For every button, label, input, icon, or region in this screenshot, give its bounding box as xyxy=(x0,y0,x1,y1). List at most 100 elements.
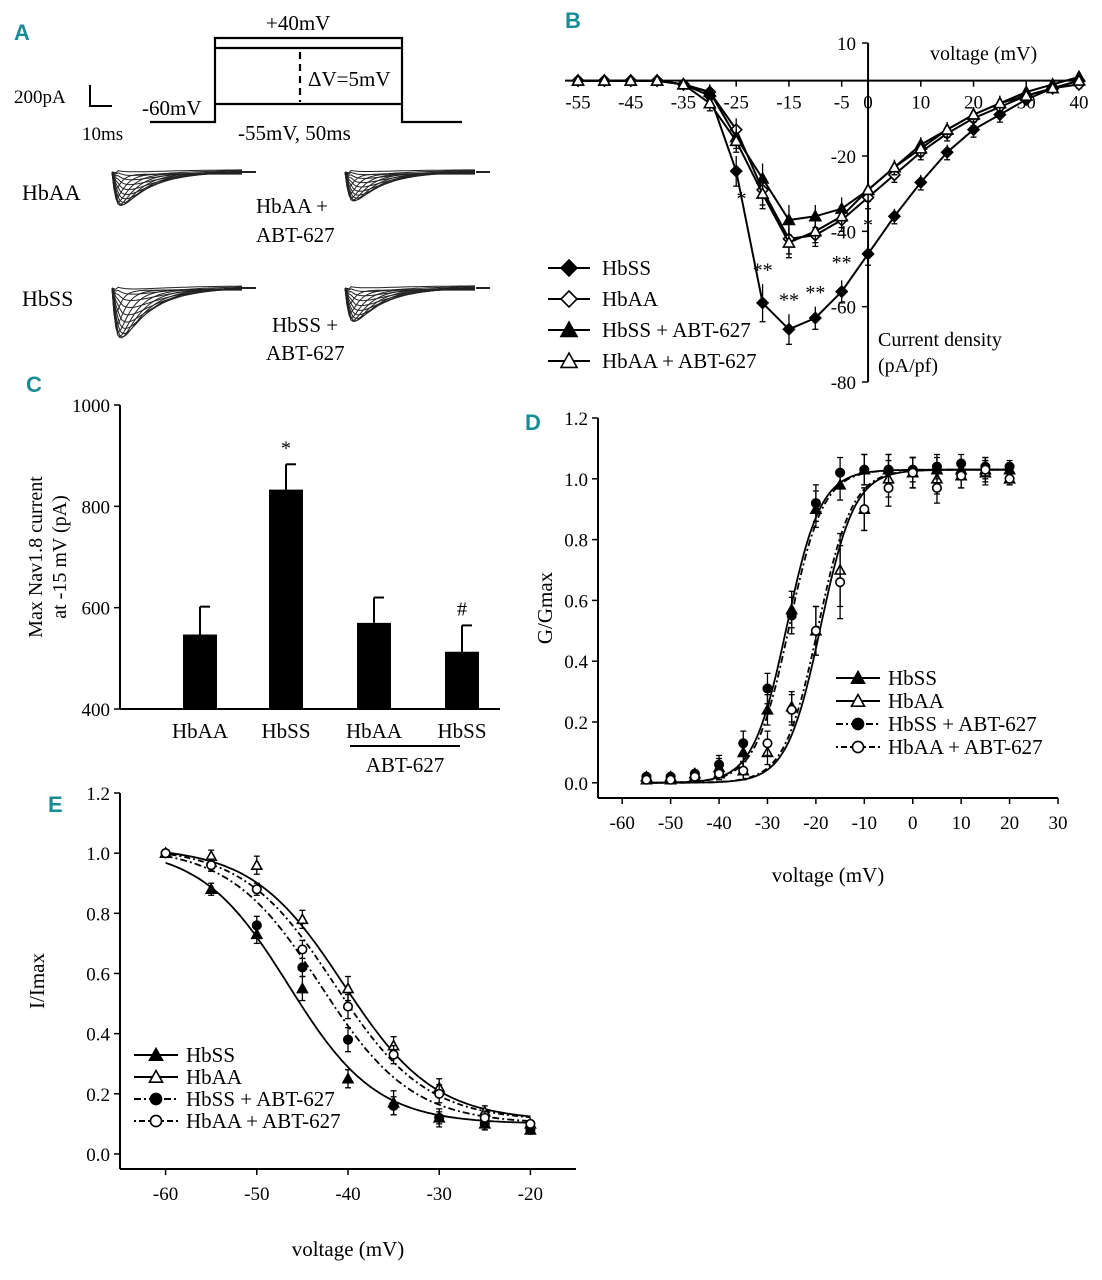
data-point xyxy=(341,1072,355,1084)
x-tick-label: -50 xyxy=(658,813,683,834)
data-point xyxy=(762,738,773,749)
y-tick-label: 800 xyxy=(82,497,111,518)
y-tick-label: 600 xyxy=(82,599,111,620)
data-point xyxy=(931,482,942,493)
legend-marker xyxy=(559,258,579,278)
x-tick-label: 20 xyxy=(964,93,983,114)
scale-time-label: 10ms xyxy=(82,124,123,145)
y-axis-label-line1: Max Nav1.8 current xyxy=(25,476,47,638)
x-tick-label: -20 xyxy=(518,1184,543,1205)
data-point xyxy=(861,182,875,196)
trace-hbaa-abt xyxy=(344,169,490,202)
data-point xyxy=(859,464,870,475)
y-tick-label: -60 xyxy=(831,298,856,319)
data-point xyxy=(297,944,308,955)
data-point xyxy=(782,235,796,248)
legend-marker xyxy=(148,1046,164,1061)
y-tick-label: 0.4 xyxy=(564,652,588,673)
data-point xyxy=(665,774,676,785)
x-tick-label: 40 xyxy=(1070,93,1089,114)
x-tick-label: -60 xyxy=(610,813,635,834)
bar xyxy=(183,634,217,709)
panel-label-d: D xyxy=(525,410,541,435)
trace-line xyxy=(344,169,475,174)
data-point xyxy=(729,133,744,147)
significance-label: # xyxy=(457,598,467,620)
trace-line xyxy=(111,287,242,314)
legend-marker xyxy=(850,669,866,685)
data-point xyxy=(1045,81,1060,94)
significance-label: * xyxy=(281,437,291,459)
y-tick-label: 1.2 xyxy=(564,409,588,430)
significance-label: * xyxy=(863,214,873,236)
x-tick-label: 0 xyxy=(863,93,873,114)
legend-marker xyxy=(559,289,579,309)
data-point xyxy=(914,175,928,189)
trace-label-hbaa-abt-line2: ABT-627 xyxy=(256,223,335,247)
trace-hbaa xyxy=(111,169,256,206)
x-tick-label: -50 xyxy=(244,1184,269,1205)
legend-marker xyxy=(851,740,865,754)
data-point xyxy=(907,467,918,478)
data-point xyxy=(835,284,849,299)
data-point xyxy=(623,73,638,86)
data-point xyxy=(251,920,262,931)
x-tick-label: HbAA xyxy=(346,719,403,743)
data-point xyxy=(883,482,894,493)
scale-bar xyxy=(89,85,112,107)
x-tick-label: -35 xyxy=(671,93,696,114)
x-tick-label: -10 xyxy=(852,813,877,834)
trace-label-hbaa: HbAA xyxy=(22,180,81,205)
data-point xyxy=(966,107,981,120)
data-point xyxy=(388,1100,399,1111)
legend-marker xyxy=(148,1068,164,1083)
data-point xyxy=(597,73,612,86)
panel-label-e: E xyxy=(48,792,63,817)
trace-line xyxy=(344,171,475,201)
trace-line xyxy=(344,287,475,322)
legend-label: HbAA xyxy=(186,1065,243,1089)
legend-label: HbAA + ABT-627 xyxy=(602,349,757,373)
data-point xyxy=(729,164,743,178)
y-tick-label: 0.4 xyxy=(86,1025,110,1046)
data-point xyxy=(250,858,264,870)
legend-label: HbSS xyxy=(602,256,651,280)
legend-label: HbSS xyxy=(888,666,937,690)
data-point xyxy=(388,1049,399,1060)
significance-label: ** xyxy=(779,290,799,312)
data-point xyxy=(966,123,981,137)
x-tick-label: -55 xyxy=(565,93,590,114)
legend-marker xyxy=(850,692,866,708)
bar xyxy=(357,622,391,709)
x-tick-label: -25 xyxy=(724,93,749,114)
data-point xyxy=(980,464,991,475)
data-point xyxy=(782,212,796,226)
panel-e: E 0.0 0.2 0.4 0.6 0.8 1.0 1.2 -60 -50 -40 -30 -20 vo… xyxy=(25,784,576,1261)
legend-marker xyxy=(851,717,865,731)
chart-e: 0.0 0.2 0.4 0.6 0.8 1.0 1.2 -60 -50 -40 -30 -20 volt… xyxy=(25,784,576,1261)
y-tick-label: 0.8 xyxy=(86,904,110,925)
significance-label: ** xyxy=(832,252,852,274)
data-point xyxy=(859,504,870,515)
y-tick-label: 1.0 xyxy=(86,844,110,865)
x-tick-label: 30 xyxy=(1049,813,1068,834)
chart-d: 0.0 0.2 0.4 0.6 0.8 1.0 1.2 -60 -50 -40 -30 -20 -10 0… xyxy=(533,409,1068,887)
panel-label-b: B xyxy=(565,8,581,33)
y-tick-label: -40 xyxy=(831,222,856,243)
legend-marker xyxy=(559,351,579,369)
data-point xyxy=(887,209,902,223)
panel-label-a: A xyxy=(14,20,30,45)
bar xyxy=(445,651,479,709)
data-point xyxy=(913,141,928,154)
data-point xyxy=(525,1118,536,1129)
protocol-start-label: -55mV, 50ms xyxy=(238,121,351,145)
y-tick-label: 1.0 xyxy=(564,470,588,491)
group-label: ABT-627 xyxy=(366,753,445,777)
data-point xyxy=(993,96,1007,109)
x-tick-label: -5 xyxy=(834,93,850,114)
data-point xyxy=(571,73,585,86)
trace-line xyxy=(344,171,475,187)
legend-label: HbSS xyxy=(186,1043,235,1067)
y-axis-label: G/Gmax xyxy=(533,571,557,644)
